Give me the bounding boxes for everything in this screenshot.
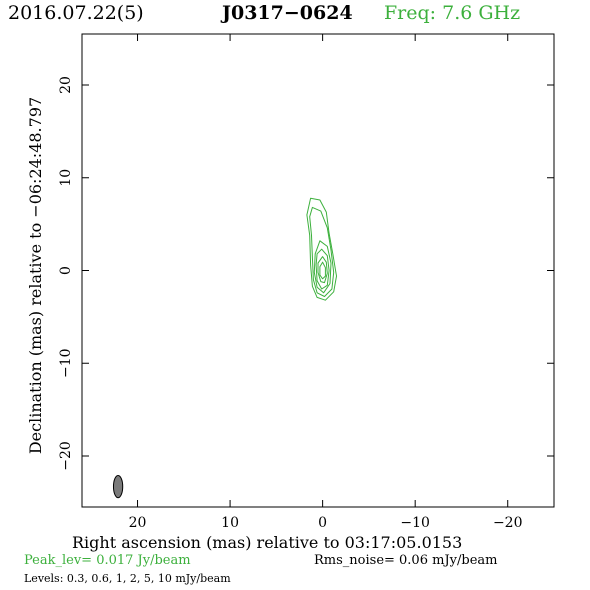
contour-level-5 (317, 256, 328, 284)
x-tick-label: −20 (493, 515, 523, 531)
beam-layer (112, 474, 124, 499)
y-tick-label: 10 (58, 169, 74, 187)
beam-ellipse (112, 474, 124, 499)
contour-level-1 (306, 197, 337, 301)
x-tick-label: 10 (221, 515, 239, 531)
source-name: J0317−0624 (222, 2, 353, 24)
contour-levels: Levels: 0.3, 0.6, 1, 2, 5, 10 mJy/beam (24, 572, 231, 585)
x-tick-label: 20 (129, 515, 147, 531)
observation-date: 2016.07.22(5) (8, 2, 144, 24)
contour-level-4 (315, 248, 330, 290)
x-tick-label: 0 (318, 515, 327, 531)
y-tick-label: 20 (58, 76, 74, 94)
x-tick-label: −10 (400, 515, 430, 531)
y-tick-label: 0 (58, 266, 74, 275)
contour-level-6 (319, 261, 326, 280)
y-axis-label: Declination (mas) relative to −06:24:48.… (26, 97, 45, 454)
contour-level-2 (309, 206, 335, 297)
rms-noise: Rms_noise= 0.06 mJy/beam (314, 553, 498, 568)
peak-level: Peak_lev= 0.017 Jy/beam (24, 553, 191, 568)
contour-layer (306, 197, 337, 301)
plot-axes: 20 10 0 −10 −20 20 10 0 −10 −20 Declination (mas) … (26, 33, 555, 531)
x-axis-label: Right ascension (mas) relative to 03:17:… (72, 533, 463, 552)
contour-level-3 (313, 240, 332, 294)
y-tick-label: −20 (58, 441, 74, 471)
frequency-label: Freq: 7.6 GHz (384, 2, 521, 24)
y-tick-label: −10 (58, 348, 74, 378)
